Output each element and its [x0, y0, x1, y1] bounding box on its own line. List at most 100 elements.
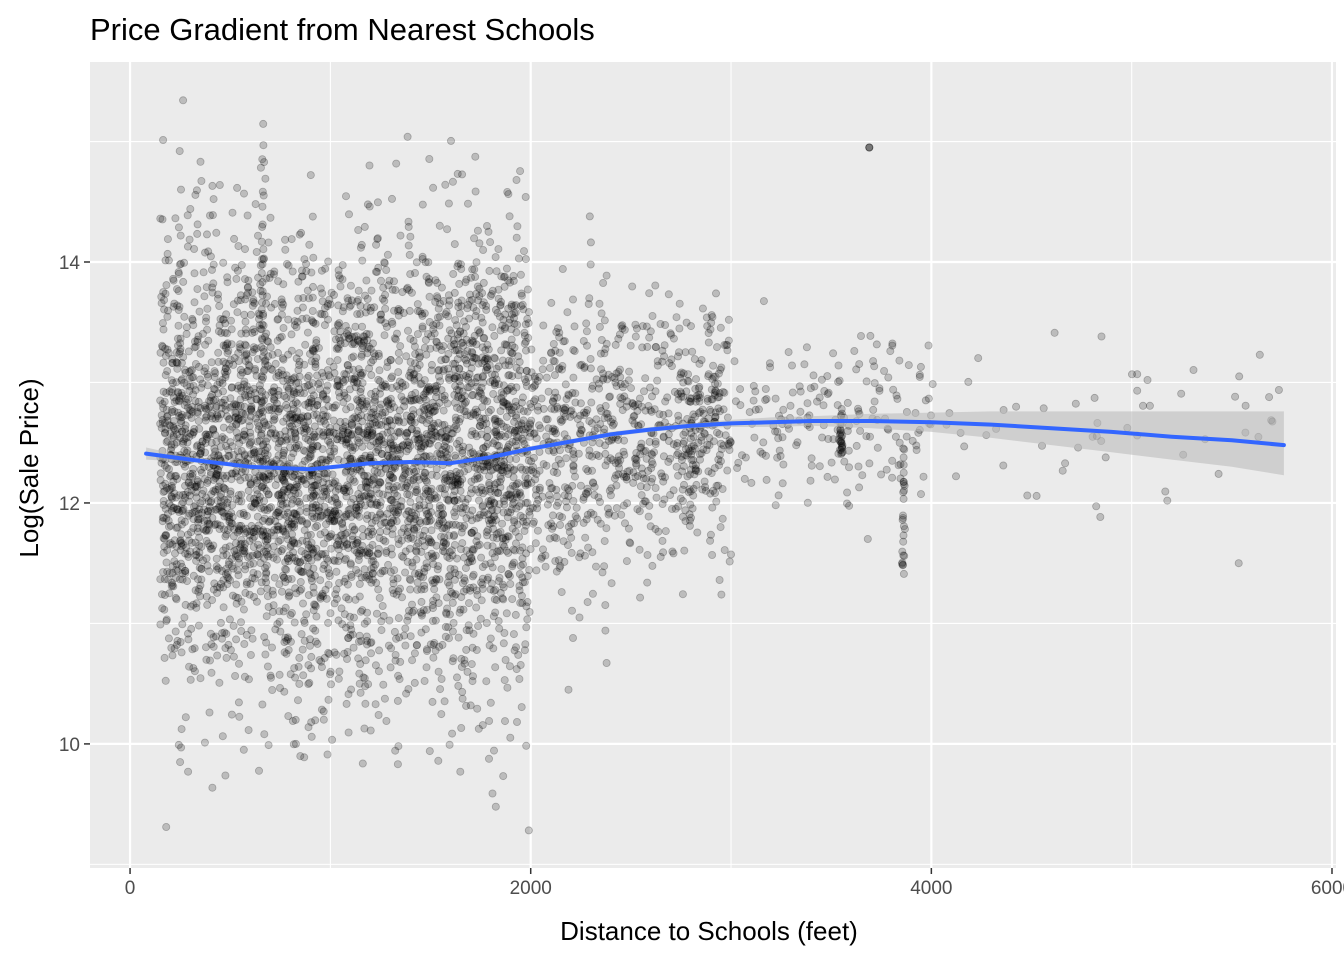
- scatter-point: [346, 443, 355, 452]
- scatter-point: [250, 345, 259, 354]
- scatter-point: [774, 491, 783, 500]
- scatter-point: [521, 425, 530, 434]
- scatter-point: [259, 457, 268, 466]
- scatter-point: [499, 398, 508, 407]
- scatter-point: [177, 375, 186, 384]
- scatter-point: [278, 545, 287, 554]
- scatter-point: [334, 301, 343, 310]
- scatter-point: [484, 345, 493, 354]
- scatter-point: [204, 336, 213, 345]
- scatter-point: [432, 471, 441, 480]
- scatter-point: [427, 526, 436, 535]
- scatter-point: [216, 579, 225, 588]
- scatter-point: [462, 645, 471, 654]
- scatter-point: [176, 536, 185, 545]
- scatter-point: [170, 644, 179, 653]
- scatter-point: [529, 517, 538, 526]
- scatter-point: [524, 333, 533, 342]
- scatter-point: [250, 366, 259, 375]
- scatter-point: [347, 353, 356, 362]
- scatter-point: [308, 379, 317, 388]
- scatter-point: [485, 266, 494, 275]
- scatter-point: [162, 463, 171, 472]
- scatter-point: [496, 483, 505, 492]
- scatter-point: [333, 540, 342, 549]
- scatter-point: [448, 177, 457, 186]
- scatter-point: [499, 583, 508, 592]
- scatter-point: [450, 496, 459, 505]
- scatter-point: [221, 644, 230, 653]
- scatter-point: [723, 466, 732, 475]
- scatter-point: [497, 419, 506, 428]
- scatter-point: [870, 397, 879, 406]
- scatter-point: [440, 533, 449, 542]
- scatter-point: [491, 586, 500, 595]
- scatter-point: [679, 462, 688, 471]
- scatter-point: [413, 364, 422, 373]
- scatter-point: [334, 545, 343, 554]
- scatter-point: [247, 402, 256, 411]
- scatter-point: [240, 473, 249, 482]
- scatter-point: [164, 634, 173, 643]
- scatter-point: [302, 480, 311, 489]
- scatter-point: [307, 445, 316, 454]
- scatter-point: [437, 511, 446, 520]
- scatter-point: [819, 401, 828, 410]
- scatter-point: [469, 545, 478, 554]
- scatter-point: [241, 565, 250, 574]
- scatter-point: [359, 454, 368, 463]
- scatter-point: [303, 519, 312, 528]
- scatter-point: [397, 593, 406, 602]
- scatter-point: [180, 446, 189, 455]
- scatter-point: [269, 395, 278, 404]
- scatter-point: [424, 487, 433, 496]
- scatter-point: [163, 546, 172, 555]
- scatter-point: [260, 633, 269, 642]
- scatter-point: [287, 330, 296, 339]
- scatter-point: [884, 373, 893, 382]
- scatter-point: [454, 391, 463, 400]
- scatter-point: [645, 333, 654, 342]
- scatter-point: [406, 632, 415, 641]
- scatter-point: [278, 488, 287, 497]
- scatter-point: [645, 289, 654, 298]
- scatter-point: [554, 324, 563, 333]
- scatter-point: [375, 489, 384, 498]
- scatter-point: [251, 200, 260, 209]
- scatter-point: [495, 573, 504, 582]
- scatter-point: [202, 430, 211, 439]
- scatter-point: [1032, 491, 1041, 500]
- scatter-point: [184, 635, 193, 644]
- scatter-point: [456, 405, 465, 414]
- scatter-point: [186, 204, 195, 213]
- scatter-point: [650, 448, 659, 457]
- scatter-point: [779, 460, 788, 469]
- scatter-point: [403, 132, 412, 141]
- scatter-point: [512, 363, 521, 372]
- scatter-point: [277, 332, 286, 341]
- scatter-point: [473, 226, 482, 235]
- scatter-point: [496, 301, 505, 310]
- scatter-point: [193, 441, 202, 450]
- scatter-point: [623, 467, 632, 476]
- scatter-point: [275, 607, 284, 616]
- scatter-point: [174, 740, 183, 749]
- scatter-point: [778, 479, 787, 488]
- scatter-point: [186, 547, 195, 556]
- scatter-point: [302, 610, 311, 619]
- scatter-point: [412, 467, 421, 476]
- scatter-point: [487, 290, 496, 299]
- scatter-point: [463, 199, 472, 208]
- scatter-point: [364, 422, 373, 431]
- scatter-point: [488, 323, 497, 332]
- points-layer: [156, 96, 1283, 835]
- scatter-point: [241, 317, 250, 326]
- scatter-point: [676, 494, 685, 503]
- scatter-point: [499, 595, 508, 604]
- scatter-point: [420, 468, 429, 477]
- scatter-point: [281, 427, 290, 436]
- scatter-point: [1061, 459, 1070, 468]
- scatter-point: [346, 281, 355, 290]
- scatter-point: [233, 296, 242, 305]
- scatter-point: [568, 481, 577, 490]
